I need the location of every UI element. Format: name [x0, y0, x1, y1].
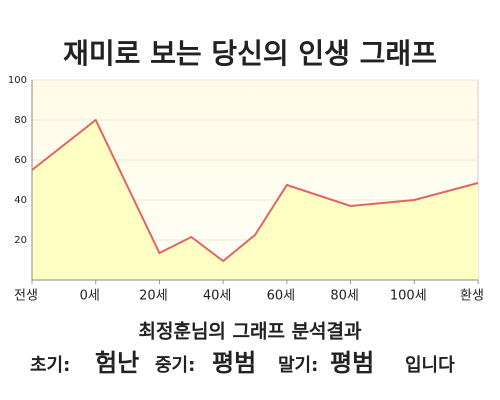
y-tick-label: 100 [8, 75, 27, 86]
analysis-title: 최정훈님의 그래프 분석결과 [139, 320, 363, 343]
y-tick-label: 80 [14, 115, 27, 126]
y-tick-label: 20 [14, 235, 27, 246]
x-tick-label: 20세 [139, 289, 168, 304]
analysis-value: 험난 [95, 349, 139, 377]
x-tick-label: 80세 [330, 289, 359, 304]
analysis-label: 초기: [30, 355, 70, 376]
x-tick-label: 환생 [460, 289, 484, 304]
x-tick-label: 40세 [203, 289, 232, 304]
x-tick-label: 100세 [390, 289, 427, 304]
y-tick-label: 60 [14, 155, 27, 166]
analysis-value: 평범 [212, 349, 256, 377]
x-tick-label: 60세 [267, 289, 296, 304]
analysis-suffix: 입니다 [405, 354, 455, 376]
x-tick-label: 전생 [14, 289, 38, 304]
y-tick-label: 40 [14, 195, 27, 206]
x-tick-label: 0세 [80, 289, 100, 304]
line [31, 118, 479, 263]
area [32, 120, 478, 280]
analysis-label: 말기: [278, 355, 318, 376]
analysis-value: 평범 [330, 349, 374, 377]
chart-title: 재미로 보는 당신의 인생 그래프 [63, 37, 437, 70]
analysis-label: 중기: [155, 355, 195, 376]
